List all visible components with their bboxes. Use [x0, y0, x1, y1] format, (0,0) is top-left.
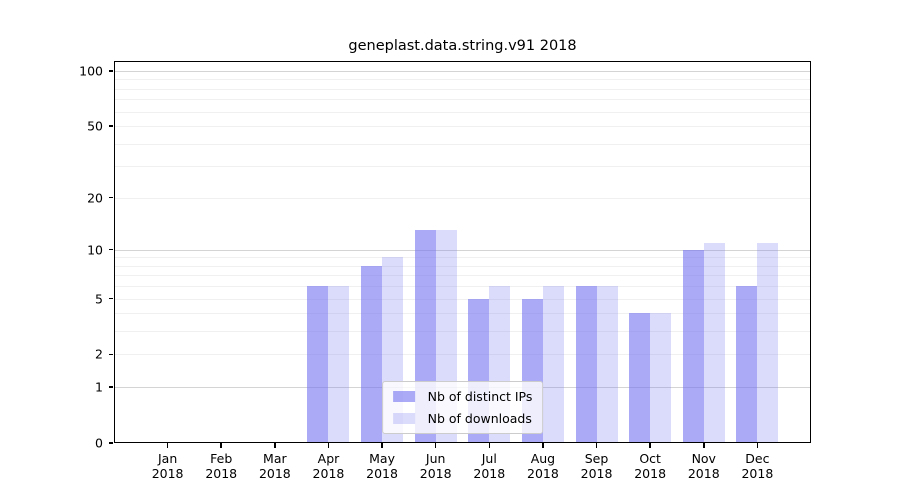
- bar-downloads-oct: [650, 313, 672, 443]
- y-tick-mark-0: [109, 442, 113, 444]
- y-tick-mark-20: [109, 196, 113, 199]
- gridline-minor-80: [114, 88, 811, 90]
- y-tick-mark-10: [109, 248, 113, 251]
- y-tick-label-10: 10: [87, 242, 103, 258]
- x-tick-mark-jun: [434, 443, 437, 448]
- gridline-minor-7: [114, 275, 811, 277]
- legend: Nb of distinct IPs Nb of downloads: [381, 381, 544, 434]
- bar-distinct-ips-dec: [736, 286, 758, 443]
- legend-swatch-distinct-ips: [392, 391, 415, 402]
- x-tick-label-sep: Sep 2018: [580, 451, 613, 481]
- gridline-minor-5: [114, 298, 811, 300]
- gridline-minor-30: [114, 166, 811, 168]
- chart-title: geneplast.data.string.v91 2018: [348, 38, 577, 54]
- x-tick-label-aug: Aug 2018: [527, 451, 559, 481]
- x-tick-label-may: May 2018: [366, 451, 398, 481]
- bar-distinct-ips-sep: [575, 286, 597, 443]
- gridline-minor-8: [114, 265, 811, 267]
- x-tick-mark-feb: [220, 443, 223, 448]
- y-tick-label-2: 2: [95, 346, 103, 362]
- gridline-minor-60: [114, 111, 811, 113]
- x-tick-mark-nov: [702, 443, 705, 448]
- bar-distinct-ips-oct: [629, 313, 651, 443]
- y-tick-mark-5: [109, 297, 113, 300]
- bar-distinct-ips-may: [361, 265, 383, 443]
- x-tick-mark-mar: [274, 443, 276, 448]
- bar-downloads-dec: [757, 242, 779, 443]
- gridline-minor-20: [114, 197, 811, 199]
- bar-distinct-ips-nov: [682, 249, 704, 443]
- x-tick-label-nov: Nov 2018: [687, 451, 720, 481]
- gridline-minor-90: [114, 79, 811, 81]
- legend-item-distinct-ips: Nb of distinct IPs: [392, 389, 533, 404]
- x-tick-mark-oct: [649, 443, 651, 448]
- x-tick-mark-jan: [166, 443, 169, 448]
- gridline-minor-4: [114, 313, 811, 315]
- gridline-major-100: [114, 70, 811, 72]
- y-tick-label-100: 100: [79, 63, 103, 79]
- x-tick-label-dec: Dec 2018: [741, 451, 774, 481]
- bar-downloads-nov: [703, 242, 725, 443]
- x-tick-mark-apr: [327, 443, 330, 448]
- x-tick-mark-aug: [542, 443, 544, 448]
- x-tick-label-jan: Jan 2018: [151, 451, 184, 481]
- legend-item-downloads: Nb of downloads: [392, 411, 533, 426]
- y-tick-label-0: 0: [95, 435, 103, 451]
- y-tick-mark-50: [109, 125, 113, 127]
- y-tick-label-1: 1: [95, 379, 103, 395]
- gridline-minor-6: [114, 286, 811, 288]
- x-tick-label-feb: Feb 2018: [205, 451, 238, 481]
- y-tick-label-20: 20: [87, 190, 103, 206]
- legend-swatch-downloads: [392, 413, 415, 424]
- y-tick-mark-2: [109, 353, 113, 356]
- bar-downloads-aug: [542, 286, 564, 443]
- gridline-major-10: [114, 249, 811, 251]
- y-tick-label-5: 5: [95, 291, 103, 307]
- bar-distinct-ips-apr: [307, 286, 329, 443]
- x-tick-mark-sep: [595, 443, 598, 448]
- x-tick-label-mar: Mar 2018: [258, 451, 291, 481]
- bar-downloads-sep: [596, 286, 618, 443]
- y-tick-mark-100: [109, 70, 113, 72]
- x-tick-label-jun: Jun 2018: [419, 451, 452, 481]
- bar-downloads-apr: [328, 286, 350, 443]
- x-tick-mark-may: [381, 443, 383, 448]
- legend-label-downloads: Nb of downloads: [427, 411, 532, 426]
- x-tick-label-oct: Oct 2018: [634, 451, 667, 481]
- legend-label-distinct-ips: Nb of distinct IPs: [427, 389, 533, 404]
- x-tick-mark-jul: [488, 443, 491, 448]
- gridline-minor-9: [114, 257, 811, 259]
- y-tick-mark-1: [109, 386, 113, 388]
- x-tick-label-jul: Jul 2018: [473, 451, 506, 481]
- gridline-minor-2: [114, 354, 811, 356]
- x-tick-label-apr: Apr 2018: [312, 451, 345, 481]
- x-tick-mark-dec: [756, 443, 759, 448]
- gridline-minor-70: [114, 99, 811, 101]
- gridline-minor-3: [114, 331, 811, 333]
- y-tick-label-50: 50: [87, 118, 103, 134]
- plot-area: Nb of distinct IPs Nb of downloads: [114, 61, 811, 443]
- gridline-minor-40: [114, 143, 811, 145]
- gridline-minor-50: [114, 126, 811, 127]
